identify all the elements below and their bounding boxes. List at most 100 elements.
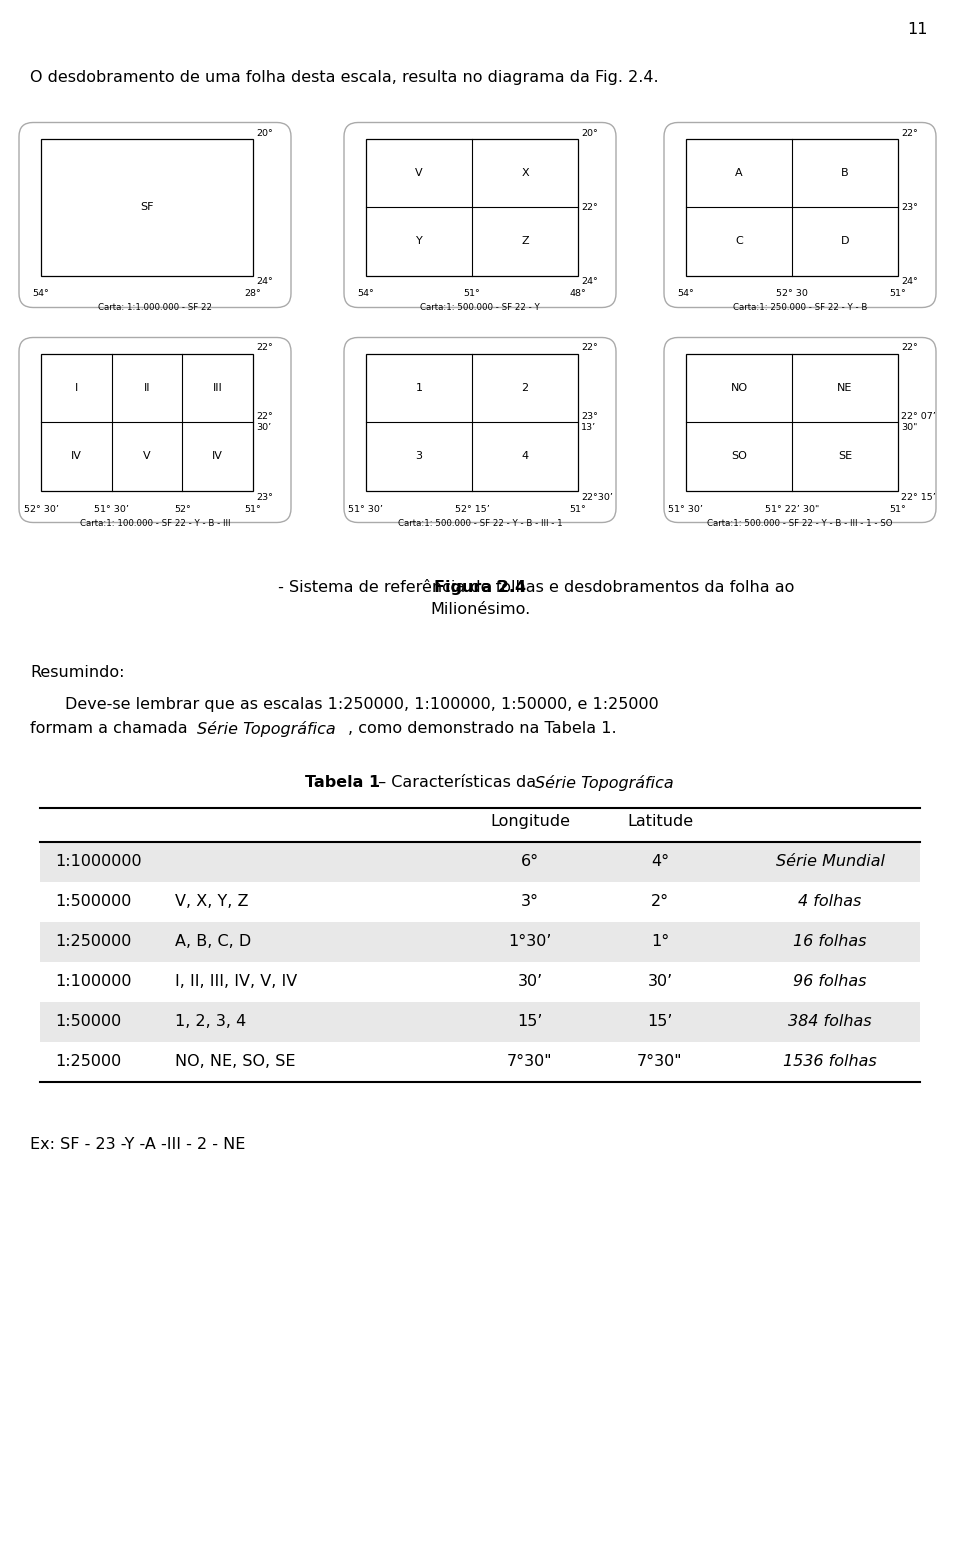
Bar xyxy=(41,139,253,275)
Text: 51° 22’ 30": 51° 22’ 30" xyxy=(765,505,819,513)
FancyBboxPatch shape xyxy=(19,122,291,308)
Text: IV: IV xyxy=(212,452,223,461)
Text: 1: 1 xyxy=(416,383,422,393)
Text: 1:500000: 1:500000 xyxy=(55,895,132,910)
Text: 11: 11 xyxy=(907,22,928,38)
Text: III: III xyxy=(213,383,223,393)
Text: Milionésimo.: Milionésimo. xyxy=(430,602,530,618)
Bar xyxy=(40,923,920,962)
Text: 1°30’: 1°30’ xyxy=(508,935,552,949)
Text: Carta:1: 500.000 - SF 22 - Y - B - III - 1 - SO: Carta:1: 500.000 - SF 22 - Y - B - III -… xyxy=(708,519,893,527)
Text: 4 folhas: 4 folhas xyxy=(799,895,862,910)
Text: 4°: 4° xyxy=(651,854,669,870)
Text: C: C xyxy=(735,236,743,246)
Bar xyxy=(41,353,253,491)
Text: 1536 folhas: 1536 folhas xyxy=(783,1054,876,1070)
Text: - Sistema de referência de folhas e desdobramentos da folha ao: - Sistema de referência de folhas e desd… xyxy=(274,580,795,594)
Text: 22°30’: 22°30’ xyxy=(581,493,613,502)
Text: Série Topográfica: Série Topográfica xyxy=(197,721,336,737)
Text: I, II, III, IV, V, IV: I, II, III, IV, V, IV xyxy=(175,974,298,990)
Text: 22° 07’
30": 22° 07’ 30" xyxy=(901,413,936,432)
Text: 28°: 28° xyxy=(245,289,261,299)
Text: 51° 30’: 51° 30’ xyxy=(94,505,129,513)
FancyBboxPatch shape xyxy=(344,122,616,308)
Text: 22° 15’: 22° 15’ xyxy=(901,493,936,502)
Text: 52°: 52° xyxy=(174,505,191,513)
Text: Série Topográfica: Série Topográfica xyxy=(535,776,674,791)
Text: 2: 2 xyxy=(521,383,529,393)
Text: Carta:1: 100.000 - SF 22 - Y - B - III: Carta:1: 100.000 - SF 22 - Y - B - III xyxy=(80,519,230,527)
Text: 16 folhas: 16 folhas xyxy=(793,935,867,949)
Text: 52° 30’: 52° 30’ xyxy=(23,505,59,513)
Text: 3: 3 xyxy=(416,452,422,461)
Text: Carta:1: 500.000 - SF 22 - Y - B - III - 1: Carta:1: 500.000 - SF 22 - Y - B - III -… xyxy=(397,519,563,527)
Text: Z: Z xyxy=(521,236,529,246)
Text: 20°: 20° xyxy=(581,128,598,138)
Text: 23°: 23° xyxy=(256,493,273,502)
Text: A: A xyxy=(735,167,743,178)
Text: V: V xyxy=(415,167,422,178)
Text: 1:100000: 1:100000 xyxy=(55,974,132,990)
Text: 1:1000000: 1:1000000 xyxy=(55,854,142,870)
Text: II: II xyxy=(144,383,151,393)
Text: 22°: 22° xyxy=(901,128,918,138)
Text: NE: NE xyxy=(837,383,852,393)
Text: V, X, Y, Z: V, X, Y, Z xyxy=(175,895,249,910)
Text: SE: SE xyxy=(838,452,852,461)
Text: 15’: 15’ xyxy=(647,1015,673,1029)
Text: IV: IV xyxy=(71,452,82,461)
Text: SF: SF xyxy=(140,202,154,213)
Text: 1:50000: 1:50000 xyxy=(55,1015,121,1029)
Text: 51°: 51° xyxy=(464,289,480,299)
Text: NO, NE, SO, SE: NO, NE, SO, SE xyxy=(175,1054,296,1070)
Text: 51° 30’: 51° 30’ xyxy=(348,505,383,513)
Text: Carta:1: 250.000 - SF 22 - Y - B: Carta:1: 250.000 - SF 22 - Y - B xyxy=(732,303,867,313)
Text: 30’: 30’ xyxy=(517,974,542,990)
Text: 22°: 22° xyxy=(901,344,918,352)
Text: , como demonstrado na Tabela 1.: , como demonstrado na Tabela 1. xyxy=(348,721,616,737)
Text: 6°: 6° xyxy=(521,854,540,870)
Text: 24°: 24° xyxy=(901,277,918,286)
Text: 51°: 51° xyxy=(569,505,587,513)
Text: 22°: 22° xyxy=(581,344,598,352)
Text: 51°: 51° xyxy=(890,505,906,513)
Text: 23°
13’: 23° 13’ xyxy=(581,413,598,432)
Text: 51° 30’: 51° 30’ xyxy=(668,505,704,513)
Text: formam a chamada: formam a chamada xyxy=(30,721,193,737)
Text: 52° 15’: 52° 15’ xyxy=(455,505,490,513)
Text: 22°: 22° xyxy=(256,344,273,352)
Text: 96 folhas: 96 folhas xyxy=(793,974,867,990)
Text: 2°: 2° xyxy=(651,895,669,910)
Text: B: B xyxy=(841,167,849,178)
Text: 52° 30: 52° 30 xyxy=(776,289,808,299)
Text: NO: NO xyxy=(731,383,748,393)
Text: A, B, C, D: A, B, C, D xyxy=(175,935,252,949)
Text: Latitude: Latitude xyxy=(627,813,693,829)
Text: Longitude: Longitude xyxy=(490,813,570,829)
Text: Tabela 1: Tabela 1 xyxy=(305,776,380,790)
Text: 4: 4 xyxy=(521,452,529,461)
Text: 7°30": 7°30" xyxy=(637,1054,683,1070)
Bar xyxy=(366,353,578,491)
Text: 51°: 51° xyxy=(245,505,261,513)
Text: 7°30": 7°30" xyxy=(507,1054,553,1070)
Text: Figura 2.4: Figura 2.4 xyxy=(434,580,526,594)
Text: Carta:1: 500.000 - SF 22 - Y: Carta:1: 500.000 - SF 22 - Y xyxy=(420,303,540,313)
Bar xyxy=(40,1003,920,1042)
Text: 54°: 54° xyxy=(358,289,374,299)
Text: Carta: 1:1.000.000 - SF 22: Carta: 1:1.000.000 - SF 22 xyxy=(98,303,212,313)
Text: Deve-se lembrar que as escalas 1:250000, 1:100000, 1:50000, e 1:25000: Deve-se lembrar que as escalas 1:250000,… xyxy=(65,698,659,712)
Text: 24°: 24° xyxy=(581,277,598,286)
Bar xyxy=(686,353,898,491)
Text: Ex: SF - 23 -Y -A -III - 2 - NE: Ex: SF - 23 -Y -A -III - 2 - NE xyxy=(30,1137,246,1153)
FancyBboxPatch shape xyxy=(664,338,936,522)
Text: V: V xyxy=(143,452,151,461)
Text: 22°: 22° xyxy=(581,202,598,211)
Text: 30’: 30’ xyxy=(647,974,673,990)
Text: 1, 2, 3, 4: 1, 2, 3, 4 xyxy=(175,1015,247,1029)
Text: 22°
30’: 22° 30’ xyxy=(256,413,273,432)
FancyBboxPatch shape xyxy=(344,338,616,522)
Text: 1:25000: 1:25000 xyxy=(55,1054,121,1070)
Text: 3°: 3° xyxy=(521,895,539,910)
Text: 20°: 20° xyxy=(256,128,273,138)
